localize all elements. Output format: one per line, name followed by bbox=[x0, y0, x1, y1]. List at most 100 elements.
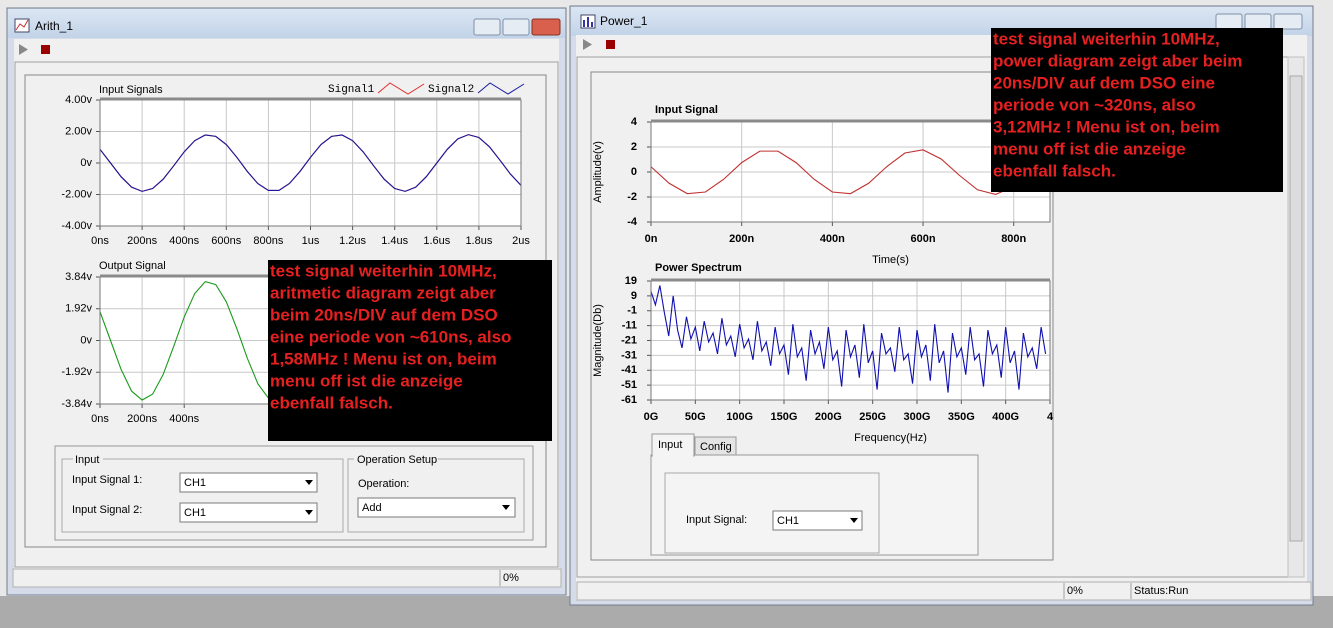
x-tick-label: 1us bbox=[302, 235, 320, 247]
group-title-bg bbox=[354, 454, 438, 466]
y-tick-label: -41 bbox=[621, 364, 637, 376]
select-value: CH1 bbox=[777, 515, 799, 527]
status-text: Status:Run bbox=[1134, 585, 1188, 597]
y-tick-label: 0v bbox=[80, 334, 92, 346]
window-title: Arith_1 bbox=[35, 19, 73, 33]
status-bar bbox=[12, 568, 562, 588]
group-title: Input bbox=[75, 454, 99, 466]
run-button[interactable] bbox=[583, 39, 592, 50]
y-tick-label: -2 bbox=[627, 191, 637, 203]
stop-button[interactable] bbox=[41, 45, 50, 54]
x-tick-label: 400ns bbox=[169, 413, 199, 425]
x-tick-label: 0n bbox=[645, 233, 658, 245]
series-line bbox=[650, 149, 1051, 195]
annotation-line: ebenfall falsch. bbox=[993, 161, 1116, 180]
select[interactable] bbox=[357, 497, 516, 518]
field-label: Input Signal: bbox=[686, 514, 747, 526]
annotation-line: menu off ist die anzeige bbox=[993, 139, 1186, 158]
annotation-line: test signal weiterhin 10MHz, bbox=[270, 261, 497, 280]
select[interactable] bbox=[772, 510, 863, 531]
legend-label: Signal2 bbox=[428, 84, 474, 96]
minimize-button[interactable] bbox=[473, 18, 501, 36]
field-label: Input Signal 2: bbox=[72, 504, 142, 516]
y-tick-label: -51 bbox=[621, 379, 637, 391]
y-tick-label: -3.84v bbox=[61, 398, 92, 410]
y-axis-label: Amplitude(v) bbox=[592, 141, 604, 203]
maximize-button[interactable] bbox=[1244, 13, 1272, 30]
x-tick-label: 150G bbox=[771, 411, 798, 423]
annotation-box bbox=[991, 28, 1283, 192]
y-tick-label: -4 bbox=[627, 216, 638, 228]
x-tick-label: 300G bbox=[904, 411, 931, 423]
dropdown-arrow bbox=[850, 518, 858, 523]
y-tick-label: 19 bbox=[625, 275, 637, 287]
input-group bbox=[664, 472, 880, 554]
status-text: 0% bbox=[503, 572, 519, 584]
y-tick-label: -4.00v bbox=[61, 220, 92, 232]
tab[interactable] bbox=[694, 436, 737, 456]
app-icon-bar bbox=[583, 20, 585, 27]
series-line bbox=[650, 285, 1047, 393]
annotation-line: 20ns/DIV auf dem DSO eine bbox=[993, 73, 1215, 92]
annotation-line: 3,12MHz ! Menu ist on, beim bbox=[993, 117, 1220, 136]
maximize-button[interactable] bbox=[502, 18, 530, 36]
minimize-button[interactable] bbox=[1215, 13, 1243, 30]
setup-frame bbox=[54, 445, 534, 541]
select[interactable] bbox=[179, 472, 318, 493]
x-tick-label: 250G bbox=[859, 411, 886, 423]
y-tick-label: -2.00v bbox=[61, 188, 92, 200]
annotation-line: menu off ist die anzeige bbox=[270, 371, 463, 390]
x-tick-label: 0ns bbox=[91, 235, 109, 247]
x-tick-label: 0ns bbox=[91, 413, 109, 425]
close-button[interactable] bbox=[531, 18, 561, 36]
x-tick-label: 350G bbox=[948, 411, 975, 423]
annotation-line: periode von ~320ns, also bbox=[993, 95, 1196, 114]
tab-panel bbox=[650, 454, 979, 556]
x-tick-label: 1.2us bbox=[339, 235, 366, 247]
dropdown-arrow bbox=[502, 505, 510, 510]
x-tick-label: 100G bbox=[726, 411, 753, 423]
tab-label: Config bbox=[700, 441, 732, 453]
x-tick-label: 200n bbox=[729, 233, 754, 245]
x-tick-label: 800ns bbox=[253, 235, 283, 247]
x-tick-label: 400n bbox=[820, 233, 845, 245]
y-tick-label: 2.00v bbox=[65, 125, 92, 137]
y-tick-label: 4 bbox=[631, 116, 638, 128]
y-tick-label: 4.00v bbox=[65, 94, 92, 106]
y-tick-label: -21 bbox=[621, 334, 637, 346]
select[interactable] bbox=[179, 502, 318, 523]
close-button[interactable] bbox=[1273, 13, 1303, 30]
dropdown-arrow bbox=[305, 480, 313, 485]
window-title: Power_1 bbox=[600, 14, 648, 28]
app-icon-graph bbox=[15, 19, 29, 31]
x-tick-label: 600n bbox=[911, 233, 936, 245]
y-tick-label: -31 bbox=[621, 349, 637, 361]
x-tick-label: 1.8us bbox=[465, 235, 492, 247]
app-icon-bar bbox=[591, 22, 593, 27]
run-button[interactable] bbox=[19, 44, 28, 55]
group-title-bg bbox=[73, 454, 103, 466]
stop-button[interactable] bbox=[606, 40, 615, 49]
y-tick-label: 0v bbox=[80, 157, 92, 169]
x-tick-label: 1.6us bbox=[423, 235, 450, 247]
dropdown-arrow bbox=[305, 510, 313, 515]
chart-title: Input Signal bbox=[655, 104, 718, 116]
annotation-line: beim 20ns/DIV auf dem DSO bbox=[270, 305, 498, 324]
annotation-line: power diagram zeigt aber beim bbox=[993, 51, 1242, 70]
status-bar bbox=[576, 581, 1312, 601]
group-title: Operation Setup bbox=[357, 454, 437, 466]
status-text: 0% bbox=[1067, 585, 1083, 597]
y-tick-label: -61 bbox=[621, 394, 637, 406]
x-tick-label: 400ns bbox=[169, 235, 199, 247]
y-tick-label: -11 bbox=[622, 320, 637, 332]
scroll-thumb[interactable] bbox=[1289, 75, 1303, 542]
y-tick-label: 2 bbox=[631, 141, 637, 153]
legend-swatch bbox=[377, 82, 425, 95]
x-tick-label: 200ns bbox=[127, 413, 157, 425]
x-axis-label: Time(s) bbox=[872, 254, 909, 266]
tab-label: Input bbox=[658, 439, 682, 451]
x-tick-label: 200ns bbox=[127, 235, 157, 247]
y-tick-label: -1 bbox=[627, 305, 637, 317]
series-line bbox=[99, 134, 522, 192]
